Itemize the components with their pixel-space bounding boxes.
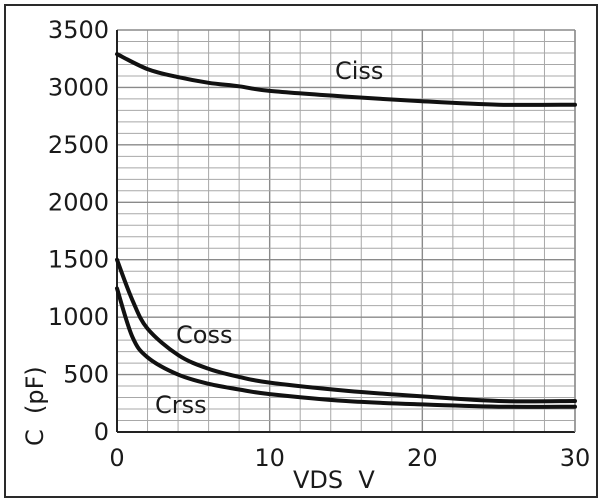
series-line-coss xyxy=(115,257,577,404)
y-tick-label: 1500 xyxy=(48,246,109,274)
y-tick-label: 3000 xyxy=(48,73,109,101)
x-tick-label: 0 xyxy=(109,444,124,472)
y-tick-label: 0 xyxy=(94,418,109,446)
series-label-coss: Coss xyxy=(176,321,232,349)
y-axis-label: C (pF) xyxy=(21,366,49,446)
series-lines xyxy=(115,52,577,409)
y-tick-label: 1000 xyxy=(48,303,109,331)
axes xyxy=(116,30,576,433)
x-tick-label: 10 xyxy=(254,444,285,472)
series-line-ciss xyxy=(115,52,577,107)
y-tick-label: 3500 xyxy=(48,16,109,44)
grid xyxy=(116,29,576,433)
tick-labels: 0 500 1000 1500 2000 2500 3000 3500 0 10 20 30 xyxy=(48,16,590,472)
series-label-ciss: Ciss xyxy=(335,57,383,85)
y-tick-label: 500 xyxy=(63,361,109,389)
series-line-crss xyxy=(115,286,577,409)
series-labels: Ciss Coss Crss xyxy=(155,57,383,419)
x-tick-label: 30 xyxy=(560,444,591,472)
x-tick-label: 20 xyxy=(407,444,438,472)
y-tick-label: 2000 xyxy=(48,188,109,216)
series-label-crss: Crss xyxy=(155,391,207,419)
y-tick-label: 2500 xyxy=(48,131,109,159)
x-axis-label: VDS V xyxy=(293,466,375,494)
chart-frame xyxy=(4,4,598,498)
